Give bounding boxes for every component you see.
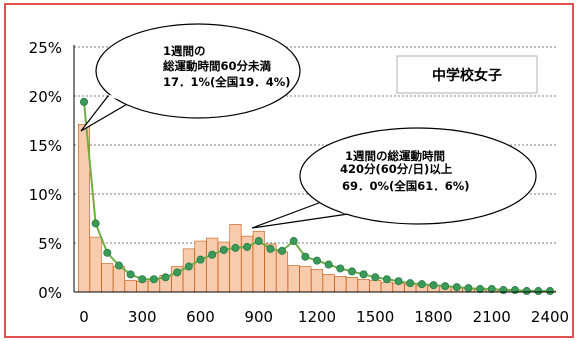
bar: [194, 240, 207, 293]
line-point: [138, 275, 147, 284]
line-point: [417, 280, 426, 289]
line-point: [476, 285, 485, 294]
line-point: [394, 277, 403, 286]
line-point: [243, 242, 252, 251]
y-tick-label: 0%: [38, 284, 62, 302]
x-tick-label: 300: [128, 308, 157, 326]
bar: [299, 266, 312, 293]
line-point: [266, 244, 275, 253]
callout-under-60: 1週間の 総運動時間60分未満 17．1%(全国19．4%): [80, 23, 301, 132]
callout-over-420: 1週間の総運動時間 420分(60分/日)以上 69．0%(全国61．6%): [251, 127, 537, 229]
line-point: [499, 286, 508, 295]
line-point: [371, 273, 380, 282]
bar: [357, 278, 370, 293]
y-tick-label: 5%: [38, 235, 62, 253]
bar: [322, 274, 335, 293]
line-point: [219, 245, 228, 254]
line-point: [347, 267, 356, 276]
callout-under-60-line3: 17．1%(全国19．4%): [163, 75, 291, 89]
line-point: [231, 243, 240, 252]
legend-label: 中学校女子: [432, 67, 502, 84]
bar: [287, 265, 300, 293]
callout-under-60-line1: 1週間の: [163, 44, 206, 58]
y-tick-label: 20%: [29, 88, 62, 106]
line-point: [149, 275, 158, 284]
callout-over-420-line2: 420分(60分/日)以上: [340, 162, 453, 176]
y-tick-label: 25%: [29, 39, 62, 57]
x-tick-label: 2400: [531, 308, 569, 326]
bar: [101, 263, 114, 293]
line-point: [406, 279, 415, 288]
line-point: [534, 287, 543, 296]
legend-box: 中学校女子: [396, 55, 538, 94]
line-point: [196, 255, 205, 264]
bar: [334, 276, 347, 293]
line-point: [254, 237, 263, 246]
bar: [380, 281, 393, 293]
callout-over-420-line1: 1週間の総運動時間: [345, 149, 445, 163]
bar: [345, 276, 358, 293]
x-tick-label: 2100: [473, 308, 511, 326]
callout-under-60-line2: 総運動時間60分未満: [163, 59, 272, 73]
line-point: [336, 264, 345, 273]
bar: [369, 279, 382, 293]
bar: [89, 236, 102, 293]
line-point: [208, 250, 217, 259]
line-point: [441, 282, 450, 291]
line-point: [324, 260, 333, 269]
bar: [276, 251, 289, 293]
line-point: [312, 256, 321, 265]
x-tick-label: 1500: [356, 308, 394, 326]
line-point: [278, 246, 287, 255]
line-point: [522, 287, 531, 296]
x-tick-label: 0: [79, 308, 89, 326]
y-tick-label: 15%: [29, 137, 62, 155]
bar: [310, 269, 324, 293]
x-tick-label: 1200: [298, 308, 336, 326]
line-point: [114, 261, 123, 270]
line-point: [126, 270, 135, 279]
x-tick-label: 900: [244, 308, 273, 326]
bar: [206, 237, 219, 293]
line-point: [452, 283, 461, 292]
line-point: [80, 97, 89, 106]
line-point: [511, 286, 520, 295]
callout-over-420-line3: 69．0%(全国61．6%): [342, 179, 470, 193]
bar: [112, 266, 125, 293]
line-point: [464, 284, 473, 293]
line-point: [359, 270, 368, 279]
line-point: [289, 237, 298, 246]
bar: [124, 279, 137, 293]
line-point: [301, 252, 310, 261]
line-point: [173, 268, 182, 277]
x-tick-label: 1800: [414, 308, 452, 326]
x-tick-label: 600: [186, 308, 215, 326]
line-point: [382, 275, 391, 284]
line-point: [487, 285, 496, 294]
line-point: [103, 248, 112, 257]
y-tick-label: 10%: [29, 186, 62, 204]
line-point: [161, 273, 170, 282]
line-point: [429, 281, 438, 290]
line-point: [546, 287, 555, 296]
line-point: [184, 262, 193, 271]
line-point: [91, 219, 100, 228]
bar: [229, 224, 242, 293]
